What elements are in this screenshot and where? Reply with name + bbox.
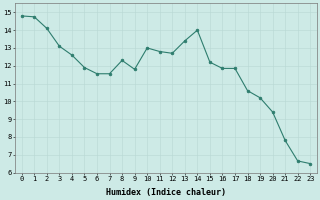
- X-axis label: Humidex (Indice chaleur): Humidex (Indice chaleur): [106, 188, 226, 197]
